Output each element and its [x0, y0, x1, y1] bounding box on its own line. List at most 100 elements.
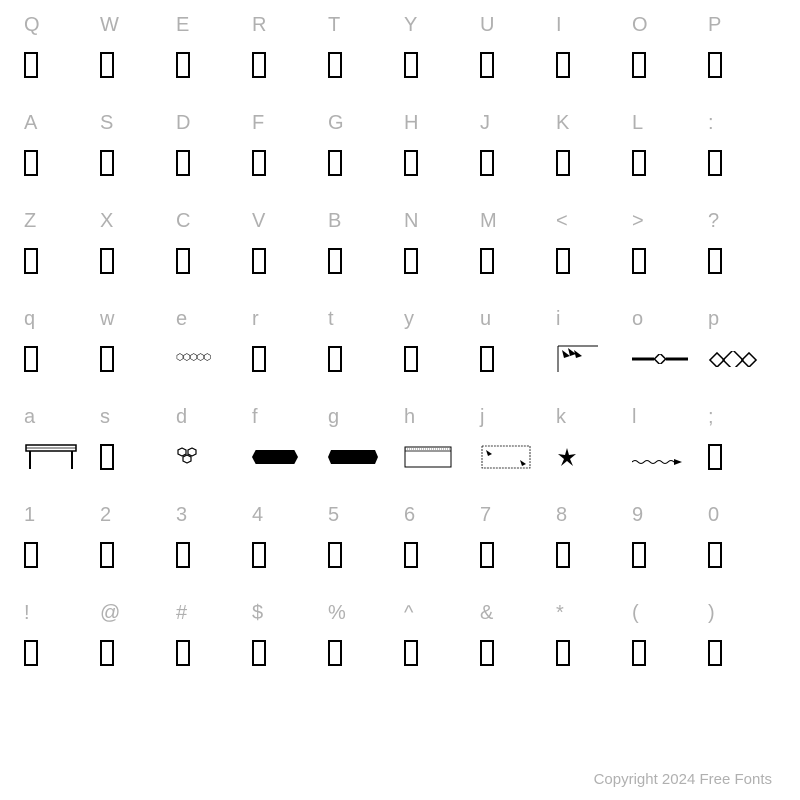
charmap-cell: h: [400, 402, 476, 500]
glyph-slot: [328, 40, 342, 90]
charmap-cell: 5: [324, 500, 400, 598]
glyph-slot: [404, 530, 418, 580]
key-label: I: [556, 10, 562, 40]
glyph-slot: [480, 628, 494, 678]
key-label: 0: [708, 500, 719, 530]
missing-glyph-box: [24, 52, 38, 78]
glyph-slot: [632, 334, 688, 384]
glyph-slot: [100, 40, 114, 90]
key-label: 1: [24, 500, 35, 530]
missing-glyph-box: [24, 150, 38, 176]
charmap-cell: P: [704, 10, 780, 108]
key-label: <: [556, 206, 568, 236]
missing-glyph-box: [708, 248, 722, 274]
key-label: q: [24, 304, 35, 334]
charmap-cell: p: [704, 304, 780, 402]
key-label: H: [404, 108, 418, 138]
key-label: y: [404, 304, 414, 334]
key-label: 6: [404, 500, 415, 530]
charmap-cell: $: [248, 598, 324, 696]
charmap-cell: ;: [704, 402, 780, 500]
missing-glyph-box: [404, 150, 418, 176]
character-map-grid: QWERTYUIOPASDFGHJKL:ZXCVBNM<>?qwertyuiop…: [20, 10, 780, 696]
missing-glyph-box: [252, 542, 266, 568]
glyph-slot: [252, 236, 266, 286]
missing-glyph-box: [328, 346, 342, 372]
charmap-cell: r: [248, 304, 324, 402]
glyph-slot: [632, 530, 646, 580]
glyph-slot: [404, 40, 418, 90]
charmap-cell: W: [96, 10, 172, 108]
key-label: A: [24, 108, 37, 138]
ornament-wave-bar: [632, 453, 682, 461]
glyph-slot: [176, 236, 190, 286]
glyph-slot: [24, 40, 38, 90]
key-label: L: [632, 108, 643, 138]
charmap-cell: A: [20, 108, 96, 206]
charmap-cell: (: [628, 598, 704, 696]
copyright-footer: Copyright 2024 Free Fonts: [594, 771, 772, 788]
glyph-slot: [556, 530, 570, 580]
missing-glyph-box: [404, 640, 418, 666]
key-label: Q: [24, 10, 40, 40]
charmap-cell: u: [476, 304, 552, 402]
glyph-slot: [556, 138, 570, 188]
charmap-cell: O: [628, 10, 704, 108]
charmap-cell: :: [704, 108, 780, 206]
charmap-cell: i: [552, 304, 628, 402]
charmap-cell: B: [324, 206, 400, 304]
missing-glyph-box: [100, 640, 114, 666]
charmap-cell: @: [96, 598, 172, 696]
key-label: i: [556, 304, 560, 334]
charmap-cell: E: [172, 10, 248, 108]
missing-glyph-box: [328, 542, 342, 568]
missing-glyph-box: [252, 346, 266, 372]
charmap-cell: t: [324, 304, 400, 402]
key-label: 5: [328, 500, 339, 530]
missing-glyph-box: [480, 542, 494, 568]
missing-glyph-box: [556, 248, 570, 274]
missing-glyph-box: [480, 640, 494, 666]
glyph-slot: [100, 628, 114, 678]
missing-glyph-box: [480, 346, 494, 372]
charmap-cell: U: [476, 10, 552, 108]
key-label: u: [480, 304, 491, 334]
missing-glyph-box: [252, 640, 266, 666]
missing-glyph-box: [100, 52, 114, 78]
key-label: D: [176, 108, 190, 138]
key-label: r: [252, 304, 259, 334]
ornament-hexbar-wide: [328, 450, 378, 464]
key-label: W: [100, 10, 119, 40]
key-label: j: [480, 402, 484, 432]
charmap-cell: g: [324, 402, 400, 500]
glyph-slot: [480, 530, 494, 580]
glyph-slot: [556, 334, 600, 384]
charmap-cell: j: [476, 402, 552, 500]
missing-glyph-box: [252, 248, 266, 274]
key-label: P: [708, 10, 721, 40]
glyph-slot: [404, 236, 418, 286]
charmap-cell: &: [476, 598, 552, 696]
key-label: o: [632, 304, 643, 334]
key-label: ;: [708, 402, 714, 432]
charmap-cell: 0: [704, 500, 780, 598]
glyph-slot: [252, 432, 298, 482]
missing-glyph-box: [708, 150, 722, 176]
key-label: G: [328, 108, 344, 138]
key-label: V: [252, 206, 265, 236]
glyph-slot: [176, 628, 190, 678]
charmap-cell: C: [172, 206, 248, 304]
ornament-table: [24, 443, 78, 471]
missing-glyph-box: [176, 52, 190, 78]
charmap-cell: 3: [172, 500, 248, 598]
ornament-honeycomb: [176, 447, 200, 467]
key-label: &: [480, 598, 493, 628]
missing-glyph-box: [24, 248, 38, 274]
key-label: >: [632, 206, 644, 236]
key-label: e: [176, 304, 187, 334]
glyph-slot: [252, 40, 266, 90]
glyph-slot: [328, 236, 342, 286]
missing-glyph-box: [404, 52, 418, 78]
key-label: p: [708, 304, 719, 334]
key-label: N: [404, 206, 418, 236]
